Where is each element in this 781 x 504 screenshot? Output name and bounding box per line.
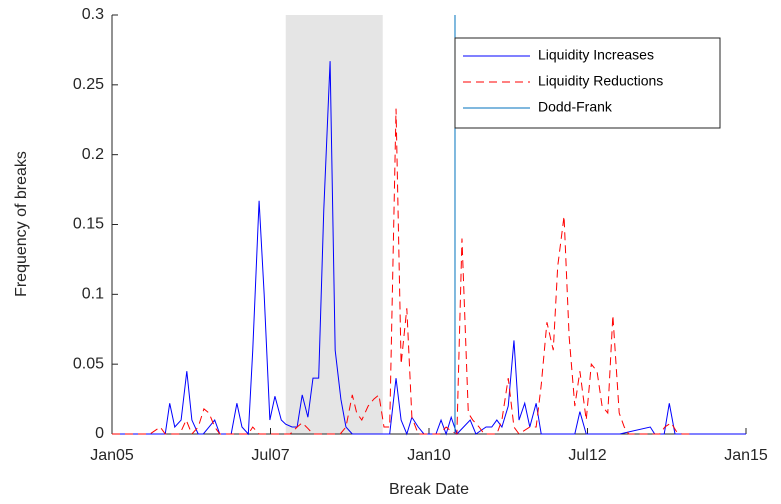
y-tick-label: 0.2	[82, 146, 104, 163]
legend-box	[454, 37, 721, 129]
y-tick-label: 0.15	[73, 216, 104, 233]
x-tick-label: Jan15	[724, 447, 768, 464]
x-axis-label: Break Date	[389, 481, 469, 498]
shaded-period	[285, 15, 383, 434]
y-tick-label: 0	[95, 425, 104, 442]
y-tick-label: 0.3	[82, 6, 104, 23]
legend-label: Dodd-Frank	[538, 99, 613, 115]
legend-label: Liquidity Increases	[538, 47, 654, 63]
series-line	[112, 61, 746, 436]
y-tick-label: 0.25	[73, 76, 104, 93]
y-axis-label: Frequency of breaks	[13, 151, 30, 297]
x-tick-label: Jan10	[407, 447, 451, 464]
legend-label: Liquidity Reductions	[538, 73, 663, 89]
x-tick-label: Jul12	[568, 447, 606, 464]
series-line	[112, 108, 691, 435]
x-tick-label: Jul07	[251, 447, 289, 464]
y-tick-label: 0.1	[82, 286, 104, 303]
y-tick-label: 0.05	[73, 355, 104, 372]
x-tick-label: Jan05	[90, 447, 134, 464]
legend: Liquidity Increases Liquidity Reductions D…	[454, 37, 721, 129]
